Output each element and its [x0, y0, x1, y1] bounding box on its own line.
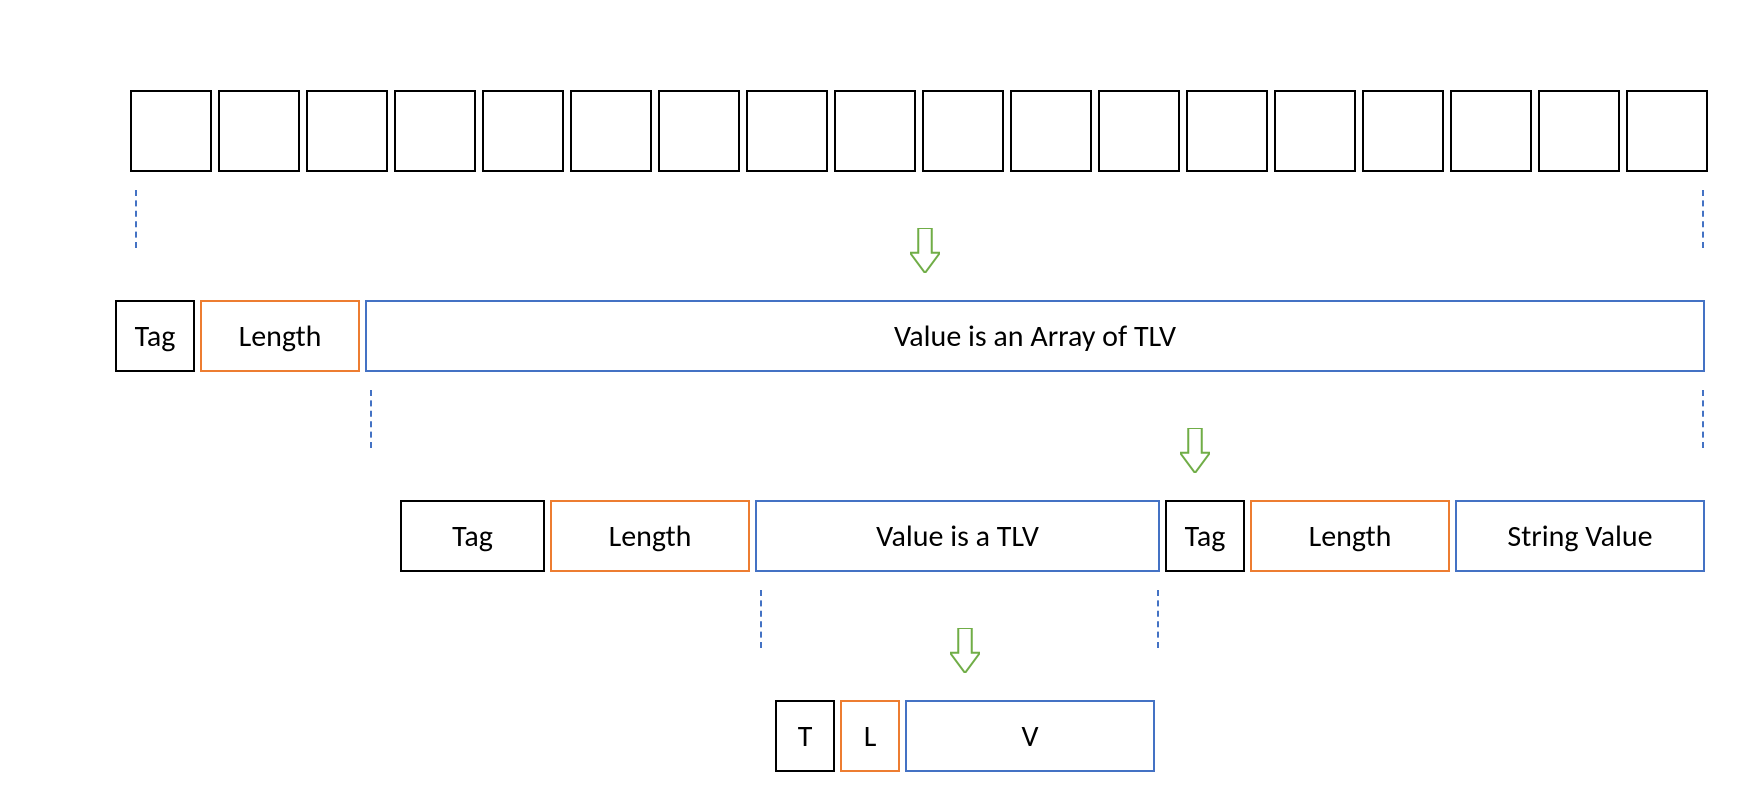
byte-cell [1450, 90, 1532, 172]
down-arrow-icon [1180, 428, 1210, 473]
tlv-value-array-box: Value is an Array of TLV [365, 300, 1705, 372]
tlv-length-box: Length [1250, 500, 1450, 572]
down-arrow-icon [950, 628, 980, 673]
byte-cell [482, 90, 564, 172]
tlv-t-box: T [775, 700, 835, 772]
tlv-value-nested-box: Value is a TLV [755, 500, 1160, 572]
tlv-length-box-label: Length [609, 518, 692, 555]
byte-cell [394, 90, 476, 172]
tlv-value-string-box-label: String Value [1507, 518, 1652, 555]
byte-cell [306, 90, 388, 172]
tlv-tag-box-label: Tag [1185, 518, 1226, 555]
tlv-tag-box: Tag [1165, 500, 1245, 572]
tlv-v-box: V [905, 700, 1155, 772]
tlv-l-box: L [840, 700, 900, 772]
tlv-value-nested-box-label: Value is a TLV [876, 518, 1039, 555]
expand-dashed-left-2 [370, 390, 372, 448]
tlv-value-string-box: String Value [1455, 500, 1705, 572]
byte-cell [130, 90, 212, 172]
byte-cell [1362, 90, 1444, 172]
tlv-value-array-box-label: Value is an Array of TLV [894, 318, 1176, 355]
tlv-length-box-label: Length [1309, 518, 1392, 555]
tlv-length-box-label: Length [239, 318, 322, 355]
byte-cell [1538, 90, 1620, 172]
byte-cell [1274, 90, 1356, 172]
byte-cell [218, 90, 300, 172]
expand-dashed-right-1 [1702, 190, 1704, 248]
expand-dashed-right-3 [1157, 590, 1159, 648]
byte-cell [834, 90, 916, 172]
expand-dashed-left-3 [760, 590, 762, 648]
byte-cell [922, 90, 1004, 172]
down-arrow-icon [910, 228, 940, 273]
byte-cell [746, 90, 828, 172]
byte-cell [1626, 90, 1708, 172]
tlv-tag-box-label: Tag [452, 518, 493, 555]
tlv-t-box-label: T [798, 718, 813, 755]
expand-dashed-left-1 [135, 190, 137, 248]
expand-dashed-right-2 [1702, 390, 1704, 448]
byte-cell [1098, 90, 1180, 172]
byte-cell [570, 90, 652, 172]
tlv-tag-box: Tag [115, 300, 195, 372]
tlv-tag-box-label: Tag [135, 318, 176, 355]
tlv-length-box: Length [550, 500, 750, 572]
tlv-v-box-label: V [1021, 718, 1038, 755]
byte-cell [658, 90, 740, 172]
tlv-tag-box: Tag [400, 500, 545, 572]
tlv-l-box-label: L [864, 718, 877, 755]
byte-cell [1186, 90, 1268, 172]
byte-cell [1010, 90, 1092, 172]
tlv-length-box: Length [200, 300, 360, 372]
